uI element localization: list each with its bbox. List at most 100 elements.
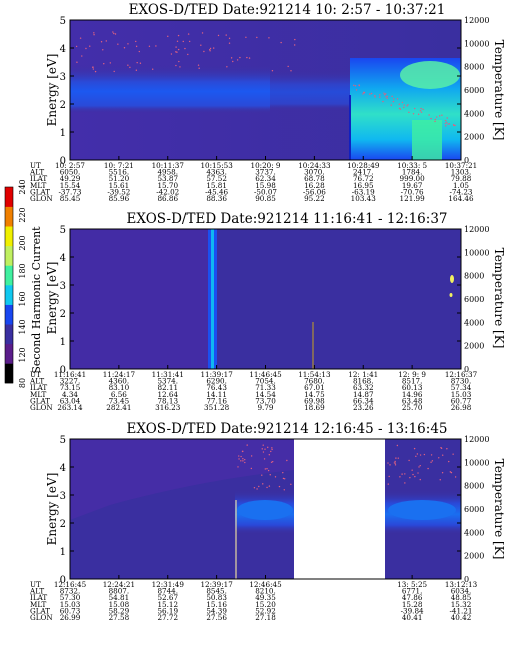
- colorbar-cell: [5, 324, 13, 345]
- temperature-dot: [209, 47, 212, 50]
- temperature-dot: [228, 42, 231, 44]
- temperature-dot: [435, 116, 438, 118]
- table-cell: 11:31:41: [152, 370, 184, 379]
- y2-tick-label: 4000: [464, 528, 484, 537]
- temperature-dot: [75, 45, 78, 48]
- y2-tick-label: 4000: [464, 318, 484, 327]
- table-cell: 10:20: 9: [251, 161, 281, 170]
- y-tick-label: 2: [60, 100, 66, 111]
- panel-2-title: EXOS-D/TED Date:921214 11:16:41 - 12:16:…: [126, 211, 447, 227]
- temperature-dot: [203, 50, 205, 53]
- temperature-dot: [138, 50, 141, 53]
- panel-2-ylabel: Energy [eV]: [45, 262, 59, 335]
- table-cell: 164.46: [448, 194, 474, 203]
- temperature-dot: [136, 61, 138, 64]
- temperature-dot: [388, 475, 390, 478]
- table-cell: 90.85: [255, 194, 276, 203]
- y-tick-label: 0: [60, 575, 66, 586]
- table-cell: 121.99: [400, 194, 426, 203]
- table-cell: 66.34: [353, 396, 374, 405]
- temperature-dot: [423, 453, 426, 456]
- table-cell: 11:54:13: [298, 370, 331, 379]
- temperature-dot: [239, 56, 241, 59]
- temperature-dot: [441, 454, 444, 456]
- temperature-dot: [283, 489, 285, 491]
- table-cell: 4.34: [62, 390, 78, 399]
- table-cell: 2417.: [353, 168, 374, 177]
- temperature-dot: [399, 476, 401, 478]
- temperature-dot: [244, 458, 246, 461]
- temperature-dot: [419, 464, 421, 467]
- temperature-dot: [414, 475, 416, 478]
- temperature-dot: [290, 483, 292, 486]
- temperature-dot: [446, 117, 448, 119]
- table-cell: 40.42: [451, 613, 472, 622]
- table-row-label: MLT: [30, 600, 47, 609]
- table-row-label: GLAT: [30, 396, 50, 405]
- table-cell: 15.03: [451, 390, 472, 399]
- colorbar-ticks: 80 120 140 160 180 200 220 240: [18, 179, 27, 388]
- temperature-dot: [412, 113, 415, 115]
- table-cell: 10:11:37: [152, 161, 185, 170]
- temperature-dot: [374, 96, 376, 98]
- temperature-dot: [287, 65, 289, 68]
- table-cell: 53.87: [157, 174, 178, 183]
- temperature-dot: [105, 40, 107, 42]
- table-cell: 73.15: [60, 383, 81, 392]
- table-cell: 15.98: [255, 181, 276, 190]
- temperature-dot: [184, 47, 186, 50]
- table-cell: 15.70: [157, 181, 178, 190]
- temperature-dot: [102, 49, 104, 51]
- temperature-dot: [258, 485, 260, 488]
- temperature-dot: [117, 43, 119, 45]
- temperature-dot: [232, 60, 234, 63]
- temperature-dot: [237, 466, 239, 468]
- temperature-dot: [179, 66, 181, 68]
- temperature-dot: [270, 461, 273, 463]
- temperature-dot: [444, 122, 447, 125]
- y-tick-label: 5: [60, 225, 66, 236]
- temperature-dot: [112, 31, 114, 33]
- table-cell: 4363.: [206, 168, 227, 177]
- temperature-dot: [177, 34, 180, 37]
- panel-3-title: EXOS-D/TED Date:921214 12:16:45 - 13:16:…: [126, 421, 447, 437]
- table-cell: 263.14: [57, 403, 83, 412]
- colorbar-tick-label: 80: [18, 378, 27, 388]
- temperature-dot: [209, 50, 211, 52]
- table-cell: 26.98: [451, 403, 472, 412]
- temperature-dot: [293, 44, 296, 46]
- table-cell: 63.32: [353, 383, 374, 392]
- temperature-dot: [446, 448, 448, 450]
- temperature-dot: [391, 95, 393, 98]
- table-cell: 15.61: [109, 181, 130, 190]
- temperature-dot: [397, 457, 399, 459]
- temperature-dot: [148, 45, 151, 47]
- y2-tick-label: 12000: [464, 16, 489, 25]
- temperature-dot: [92, 68, 95, 70]
- colorbar-tick-label: 140: [18, 319, 27, 334]
- y-tick-label: 4: [60, 253, 66, 264]
- temperature-dot: [274, 476, 277, 478]
- temperature-dot: [246, 444, 248, 446]
- panel-3-left-upper-shade: [70, 439, 294, 520]
- y-tick-label: 5: [60, 435, 66, 446]
- temperature-dot: [417, 472, 419, 474]
- temperature-dot: [225, 34, 227, 36]
- temperature-dot: [431, 460, 434, 462]
- temperature-dot: [217, 34, 220, 37]
- temperature-dot: [123, 47, 126, 49]
- temperature-dot: [198, 67, 200, 69]
- table-cell: 3070.: [304, 168, 325, 177]
- table-cell: 85.45: [60, 194, 81, 203]
- temperature-dot: [440, 447, 443, 450]
- temperature-dot: [175, 46, 177, 48]
- panel-1-temperature-dots: [75, 31, 456, 127]
- temperature-dot: [167, 35, 169, 38]
- panel-2-edge-hotspot: [450, 275, 454, 283]
- panel-2-y2label: Temperature [K]: [492, 248, 505, 349]
- colorbar-cell: [5, 265, 13, 286]
- table-cell: 1303.: [451, 168, 472, 177]
- table-cell: 23.26: [353, 403, 374, 412]
- temperature-dot: [415, 455, 417, 458]
- temperature-dot: [176, 40, 179, 43]
